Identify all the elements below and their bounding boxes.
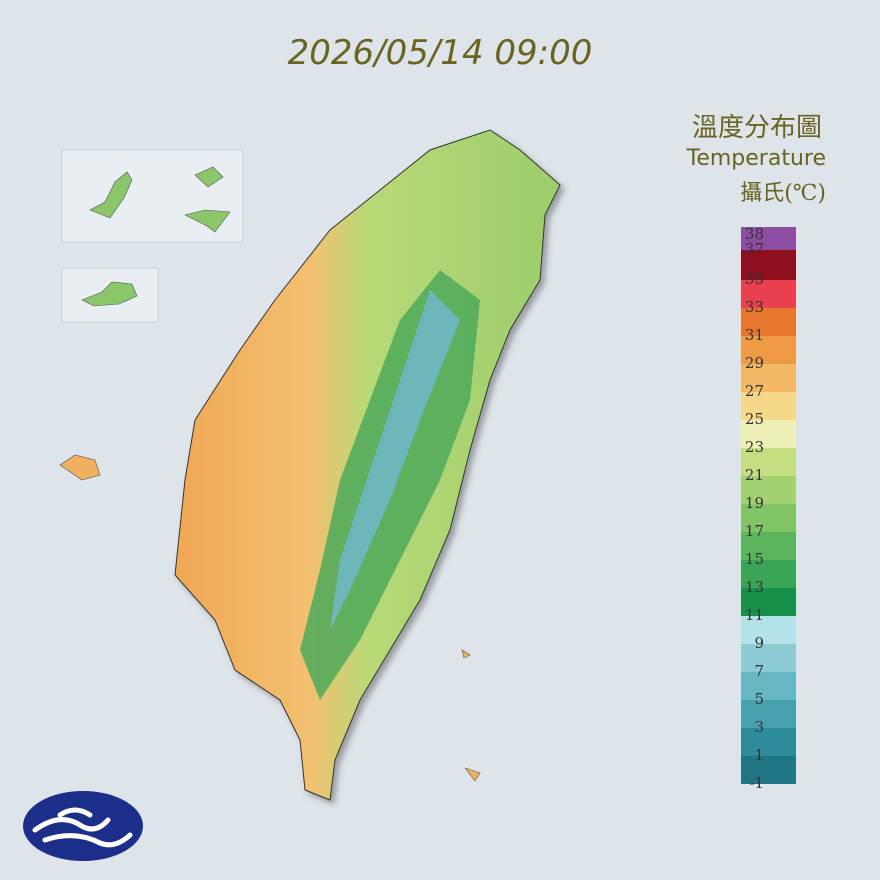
legend-tick-label: 1	[754, 746, 764, 764]
legend-tick-label: 5	[754, 690, 764, 708]
legend-unit: 攝氏(℃)	[740, 181, 826, 206]
color-band	[741, 728, 796, 756]
color-band	[741, 700, 796, 728]
legend-tick-label: 17	[745, 522, 764, 540]
legend-title: 溫度分布圖	[692, 113, 822, 143]
island	[59, 454, 481, 782]
legend-tick-label: 13	[745, 578, 764, 596]
logo-mark	[32, 807, 133, 848]
color-band	[741, 672, 796, 700]
color-band	[741, 504, 796, 532]
color-band	[741, 392, 796, 420]
color-band	[741, 364, 796, 392]
color-band	[741, 476, 796, 504]
color-band	[741, 448, 796, 476]
legend-subtitle: Temperature	[686, 146, 826, 171]
island	[89, 166, 231, 233]
legend-tick-label: 7	[754, 662, 764, 680]
color-band	[741, 308, 796, 336]
legend-tick-label: 15	[745, 550, 764, 568]
legend-tick-label: 23	[745, 438, 764, 456]
color-band	[741, 644, 796, 672]
island	[81, 281, 138, 307]
color-band	[741, 588, 796, 616]
legend-tick-label: 37	[745, 240, 764, 258]
legend-tick-label: 19	[745, 494, 764, 512]
legend-tick-label: 33	[745, 298, 764, 316]
color-band	[741, 616, 796, 644]
timestamp: 2026/05/14 09:00	[288, 33, 593, 73]
legend-tick-label: 31	[745, 326, 764, 344]
color-band	[741, 532, 796, 560]
legend-tick-label: -1	[749, 774, 764, 792]
legend-tick-label: 11	[745, 606, 764, 624]
legend-tick-label: 3	[754, 718, 764, 736]
legend-tick-label: 25	[745, 410, 764, 428]
legend-tick-label: 29	[745, 354, 764, 372]
legend-tick-label: 9	[754, 634, 764, 652]
color-band	[741, 280, 796, 308]
color-band	[741, 227, 796, 250]
legend-tick-label: 35	[745, 270, 764, 288]
color-band	[741, 250, 796, 280]
color-band	[741, 560, 796, 588]
legend-tick-label: 27	[745, 382, 764, 400]
legend-tick-label: 21	[745, 466, 764, 484]
legend-tick-label: 38	[745, 225, 764, 243]
color-band	[741, 336, 796, 364]
ridge	[330, 290, 460, 630]
color-band	[741, 756, 796, 784]
color-band	[741, 420, 796, 448]
